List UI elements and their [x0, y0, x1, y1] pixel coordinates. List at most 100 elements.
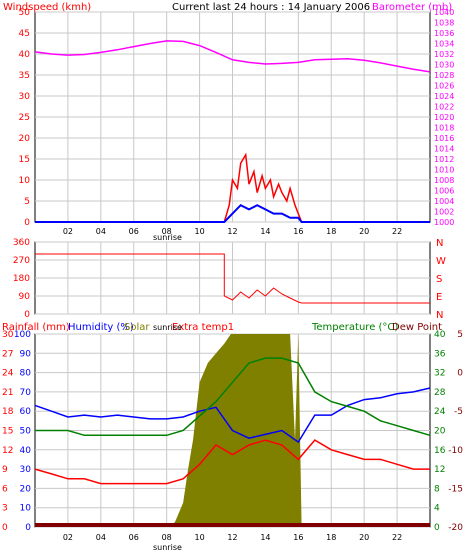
windspeed-tick-label: 10	[19, 176, 31, 186]
chart-title: Current last 24 hours : 14 January 2006	[172, 2, 370, 13]
rainfall-tick-label: 24	[2, 369, 14, 379]
extra_temp-line	[34, 439, 430, 485]
dew-point-tick-label: -15	[448, 484, 463, 494]
rainfall-tick-label: 6	[2, 484, 8, 494]
compass-tick-label: W	[436, 256, 446, 267]
humidity-tick-label: 50	[20, 427, 32, 437]
compass-tick-label: S	[436, 274, 442, 285]
temperature-tick-label: 36	[434, 349, 446, 359]
barometer-tick-label: 1022	[434, 103, 454, 112]
dew-point-tick-label: -5	[454, 407, 463, 417]
rainfall-tick-label: 15	[2, 427, 13, 437]
humidity-axis-title: Humidity (%)	[68, 322, 134, 333]
barometer-tick-label: 1034	[434, 40, 454, 49]
gust-line	[223, 152, 303, 223]
series-layer	[34, 40, 431, 527]
temperature-line	[35, 357, 431, 437]
barometer-line	[34, 40, 431, 73]
barometer-tick-label: 1038	[434, 19, 454, 28]
direction-tick-label: 180	[13, 274, 30, 284]
x-tick-label: 08	[162, 533, 172, 542]
x-tick-label: 12	[227, 533, 237, 542]
sunrise-label-bottom: sunrise	[153, 543, 182, 552]
barometer-tick-label: 1012	[434, 155, 454, 164]
sunrise-label-mid: sunrise	[153, 323, 182, 332]
rainfall-tick-label: 21	[2, 388, 13, 398]
dew-point-tick-label: 5	[457, 330, 463, 340]
barometer-tick-label: 1008	[434, 176, 454, 185]
barometer-tick-label: 1010	[434, 166, 454, 175]
windspeed-tick-label: 30	[19, 92, 31, 102]
temperature-axis-title: Temperature (°C)	[311, 322, 398, 333]
windspeed-tick-label: 5	[24, 197, 30, 207]
barometer-tick-label: 1014	[434, 145, 454, 154]
temperature-tick-label: 12	[434, 465, 445, 475]
x-tick-label: 18	[326, 533, 336, 542]
x-tick-label: 02	[63, 533, 73, 542]
direction-tick-label: 270	[13, 256, 30, 266]
rainfall-tick-label: 27	[2, 349, 13, 359]
humidity-tick-label: 70	[20, 388, 32, 398]
baseline-strip	[35, 523, 430, 527]
x-tick-label: 16	[293, 227, 303, 236]
humidity-tick-label: 30	[20, 465, 32, 475]
rainfall-tick-label: 30	[2, 330, 14, 340]
temperature-tick-label: 24	[434, 407, 446, 417]
x-tick-label: 04	[96, 533, 106, 542]
x-tick-label: 14	[260, 227, 270, 236]
humidity-tick-label: 100	[14, 330, 31, 340]
humidity-tick-label: 40	[20, 446, 32, 456]
sunrise-label-top: sunrise	[153, 233, 182, 242]
rainfall-tick-label: 0	[2, 523, 8, 533]
temperature-tick-label: 32	[434, 369, 445, 379]
x-tick-label: 10	[194, 533, 204, 542]
x-tick-label: 20	[359, 227, 369, 236]
windspeed-tick-label: 15	[19, 155, 30, 165]
compass-tick-label: N	[436, 238, 443, 249]
compass-tick-label: N	[436, 310, 443, 321]
dew-point-tick-label: 0	[457, 369, 463, 379]
x-tick-label: 10	[194, 227, 204, 236]
windspeed-tick-label: 20	[19, 134, 31, 144]
compass-tick-label: E	[436, 292, 442, 303]
barometer-tick-label: 1026	[434, 82, 454, 91]
windspeed-tick-label: 50	[19, 8, 31, 18]
x-tick-label: 12	[227, 227, 237, 236]
temperature-tick-label: 40	[434, 330, 446, 340]
rainfall-tick-label: 3	[2, 504, 8, 514]
rainfall-axis-title: Rainfall (mm)	[2, 322, 70, 333]
direction-tick-label: 0	[24, 310, 30, 320]
x-tick-label: 06	[129, 533, 139, 542]
dew-point-axis-title: Dew Point	[392, 322, 442, 333]
x-tick-label: 22	[392, 227, 402, 236]
rainfall-tick-label: 12	[2, 446, 13, 456]
x-tick-label: 18	[326, 227, 336, 236]
x-tick-label: 20	[359, 533, 369, 542]
humidity-tick-label: 0	[25, 523, 31, 533]
direction-tick-label: 90	[19, 292, 31, 302]
humidity-tick-label: 10	[20, 504, 32, 514]
windspeed-tick-label: 40	[19, 50, 31, 60]
humidity-tick-label: 60	[20, 407, 32, 417]
barometer-tick-label: 1036	[434, 29, 454, 38]
temperature-tick-label: 0	[434, 523, 440, 533]
windspeed-tick-label: 35	[19, 71, 30, 81]
dew-point-tick-label: -10	[448, 446, 463, 456]
x-tick-label: 22	[392, 533, 402, 542]
windspeed-tick-label: 45	[19, 29, 30, 39]
dew-point-tick-label: -20	[448, 523, 463, 533]
barometer-tick-label: 1000	[434, 218, 454, 227]
temperature-tick-label: 28	[434, 388, 446, 398]
barometer-tick-label: 1016	[434, 134, 454, 143]
wind-line	[35, 203, 430, 223]
rainfall-tick-label: 18	[2, 407, 14, 417]
extra-temp-axis-title: Extra temp1	[172, 322, 234, 333]
x-tick-label: 16	[293, 533, 303, 542]
humidity-tick-label: 80	[20, 369, 32, 379]
solar-axis-title: Solar	[124, 322, 150, 333]
rainfall-tick-label: 9	[2, 465, 8, 475]
temperature-tick-label: 8	[434, 484, 440, 494]
barometer-tick-label: 1028	[434, 71, 454, 80]
